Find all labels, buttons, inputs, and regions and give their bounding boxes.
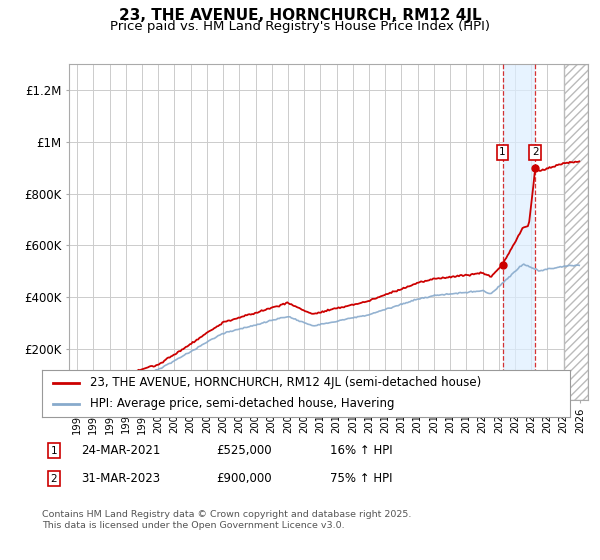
Text: 23, THE AVENUE, HORNCHURCH, RM12 4JL: 23, THE AVENUE, HORNCHURCH, RM12 4JL — [119, 8, 481, 24]
Text: 31-MAR-2023: 31-MAR-2023 — [81, 472, 160, 486]
Text: HPI: Average price, semi-detached house, Havering: HPI: Average price, semi-detached house,… — [89, 398, 394, 410]
Text: £900,000: £900,000 — [216, 472, 272, 486]
Text: 24-MAR-2021: 24-MAR-2021 — [81, 444, 160, 458]
Text: 1: 1 — [50, 446, 58, 456]
Text: 2: 2 — [532, 147, 539, 157]
Text: Price paid vs. HM Land Registry's House Price Index (HPI): Price paid vs. HM Land Registry's House … — [110, 20, 490, 32]
Text: 2: 2 — [50, 474, 58, 484]
Text: 16% ↑ HPI: 16% ↑ HPI — [330, 444, 392, 458]
Bar — [563, 64, 588, 400]
Text: 1: 1 — [499, 147, 506, 157]
Text: 23, THE AVENUE, HORNCHURCH, RM12 4JL (semi-detached house): 23, THE AVENUE, HORNCHURCH, RM12 4JL (se… — [89, 376, 481, 389]
Text: £525,000: £525,000 — [216, 444, 272, 458]
Text: 75% ↑ HPI: 75% ↑ HPI — [330, 472, 392, 486]
Text: Contains HM Land Registry data © Crown copyright and database right 2025.
This d: Contains HM Land Registry data © Crown c… — [42, 510, 412, 530]
Bar — [503, 64, 535, 400]
